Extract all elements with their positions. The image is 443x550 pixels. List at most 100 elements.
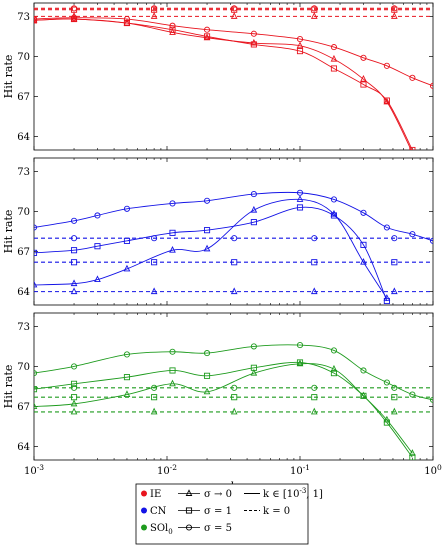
point-square bbox=[330, 65, 338, 72]
point-circle bbox=[123, 351, 131, 358]
point-square bbox=[330, 212, 338, 219]
y-tick-label: 67 bbox=[17, 92, 30, 103]
point-triangle bbox=[203, 33, 211, 41]
baseline-point-circle bbox=[311, 235, 318, 242]
point-square bbox=[250, 364, 257, 371]
point-triangle bbox=[123, 18, 131, 26]
point-circle bbox=[296, 36, 304, 43]
point-square bbox=[203, 372, 211, 379]
point-circle bbox=[250, 191, 257, 198]
point-triangle bbox=[123, 390, 131, 397]
point-triangle bbox=[296, 195, 304, 202]
point-triangle bbox=[203, 387, 211, 395]
point-circle bbox=[409, 74, 416, 81]
point-square bbox=[123, 374, 131, 381]
legend-marker-label: σ = 5 bbox=[204, 523, 232, 534]
point-triangle bbox=[203, 244, 211, 252]
baseline-point-triangle bbox=[70, 12, 78, 19]
baseline-point-square bbox=[151, 394, 158, 401]
baseline-point-square bbox=[70, 394, 78, 401]
point-triangle bbox=[330, 364, 338, 372]
baseline-point-circle bbox=[70, 384, 78, 391]
point-circle bbox=[70, 363, 78, 370]
point-square bbox=[34, 249, 38, 256]
point-triangle bbox=[330, 209, 338, 217]
point-square bbox=[360, 392, 367, 399]
point-circle bbox=[360, 209, 367, 216]
point-circle bbox=[360, 54, 367, 61]
series-line-square bbox=[34, 18, 413, 150]
point-square bbox=[296, 204, 304, 211]
baseline-point-triangle bbox=[391, 287, 398, 295]
baseline-point-circle bbox=[231, 235, 238, 242]
point-square bbox=[203, 33, 211, 40]
baseline-point-triangle bbox=[150, 287, 158, 295]
series-line-triangle bbox=[34, 198, 388, 299]
series-line-triangle bbox=[34, 363, 413, 454]
legend-dataset-label: IE bbox=[150, 489, 161, 500]
point-circle bbox=[330, 44, 338, 51]
point-triangle bbox=[296, 41, 304, 49]
point-square bbox=[70, 247, 78, 254]
legend-dot-cn bbox=[141, 507, 147, 514]
point-triangle bbox=[34, 280, 38, 288]
y-tick-label: 67 bbox=[17, 247, 30, 258]
point-square bbox=[383, 297, 390, 305]
y-tick-label: 73 bbox=[17, 12, 30, 23]
point-triangle bbox=[360, 74, 367, 82]
point-square bbox=[250, 41, 257, 48]
point-triangle bbox=[330, 54, 338, 62]
point-square bbox=[169, 367, 176, 374]
point-circle bbox=[296, 342, 304, 349]
legend-style-label: k = 0 bbox=[263, 506, 290, 517]
point-circle bbox=[360, 367, 367, 374]
point-square bbox=[296, 359, 304, 366]
y-tick-label: 64 bbox=[17, 287, 30, 298]
point-circle bbox=[169, 200, 176, 207]
point-triangle bbox=[123, 264, 131, 272]
y-tick-label: 64 bbox=[17, 442, 30, 453]
point-circle bbox=[70, 217, 78, 224]
point-square bbox=[360, 241, 367, 248]
point-triangle bbox=[34, 16, 38, 23]
legend-dataset-label: SOl0 bbox=[150, 523, 173, 536]
baseline-point-triangle bbox=[150, 407, 158, 415]
baseline-point-square bbox=[391, 259, 398, 266]
point-square bbox=[330, 370, 338, 377]
baseline-point-circle bbox=[231, 384, 238, 391]
legend-marker-triangle bbox=[185, 489, 193, 496]
point-triangle bbox=[169, 28, 176, 35]
legend-marker-label: σ → 0 bbox=[204, 489, 232, 500]
y-axis-label: Hit rate bbox=[2, 55, 15, 99]
plot-frame bbox=[33, 312, 434, 461]
y-tick-label: 67 bbox=[17, 402, 30, 413]
plot-frame bbox=[33, 2, 434, 151]
x-tick-label: 10-2 bbox=[157, 463, 177, 477]
y-axis-label: Hit rate bbox=[2, 210, 15, 254]
baseline-point-circle bbox=[231, 5, 238, 12]
point-square bbox=[409, 146, 416, 150]
x-tick-label: 100 bbox=[424, 463, 442, 477]
point-square bbox=[360, 81, 367, 88]
series-line-circle bbox=[34, 17, 433, 87]
point-triangle bbox=[250, 205, 258, 213]
point-square bbox=[383, 97, 390, 104]
baseline-point-triangle bbox=[150, 12, 158, 19]
point-square bbox=[34, 386, 38, 393]
y-tick-label: 64 bbox=[17, 132, 30, 143]
point-triangle bbox=[250, 38, 258, 46]
baseline-point-square bbox=[70, 259, 78, 266]
series-group bbox=[34, 189, 433, 305]
point-circle bbox=[296, 189, 304, 196]
legend-marker-circle bbox=[185, 524, 193, 531]
point-square bbox=[250, 219, 257, 226]
point-triangle bbox=[169, 379, 176, 387]
point-circle bbox=[34, 15, 38, 23]
point-circle bbox=[123, 205, 131, 212]
point-circle bbox=[169, 348, 176, 355]
legend-marker-label: σ = 1 bbox=[204, 506, 232, 517]
chart-panel-ie: 64 67 70 73 Hit rate bbox=[2, 2, 434, 151]
point-circle bbox=[250, 30, 257, 37]
baseline-point-square bbox=[311, 394, 318, 401]
y-tick-label: 70 bbox=[17, 207, 30, 218]
